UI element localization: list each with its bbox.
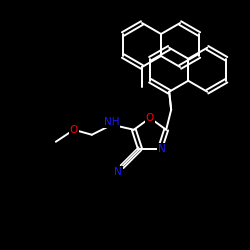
Text: O: O (146, 113, 154, 123)
Text: N: N (158, 144, 166, 154)
Text: N: N (114, 167, 122, 177)
Text: O: O (70, 125, 78, 135)
Text: NH: NH (104, 117, 120, 127)
